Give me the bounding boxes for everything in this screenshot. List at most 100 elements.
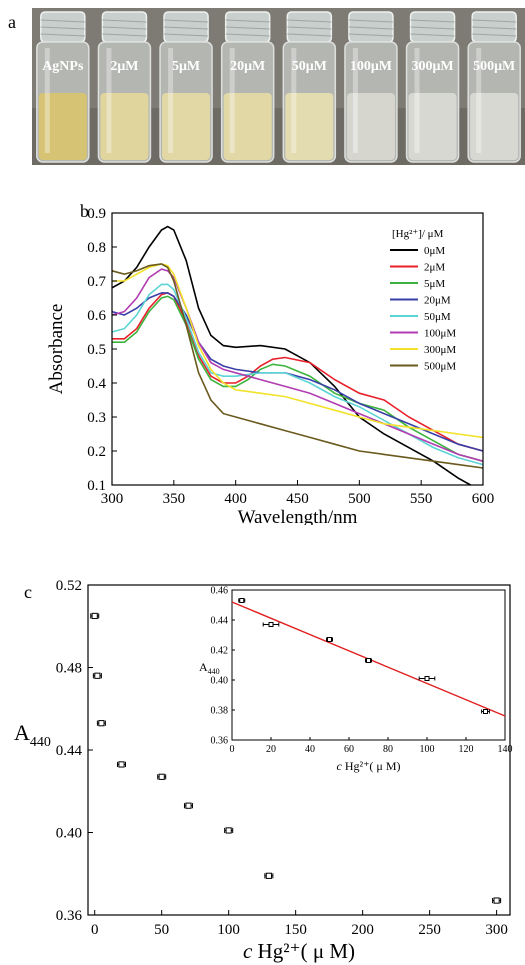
- vial: 100μM: [344, 11, 398, 163]
- vial-highlight: [476, 48, 482, 153]
- vial-liquid: [223, 93, 272, 160]
- vial-liquid: [470, 93, 519, 160]
- inset-x-tick-label: 100: [420, 744, 435, 755]
- legend-label: 300μM: [424, 344, 456, 356]
- y-axis-label: Absorbance: [46, 304, 67, 395]
- vial-highlight: [44, 48, 50, 153]
- vial-thread: [287, 26, 332, 30]
- vial-thread: [225, 33, 270, 37]
- vial-label: 5μM: [172, 59, 200, 74]
- vial-thread: [40, 26, 85, 30]
- marker: [366, 658, 371, 663]
- x-tick-label: 200: [351, 922, 374, 938]
- vial-label: AgNPs: [42, 59, 84, 74]
- absorbance-spectra-chart: b 300 350 400 450 500 550 600 0.1 0.2 0.3 0.4 0.5 0.6…: [46, 201, 494, 525]
- inset-y-tick-label: 0.40: [211, 676, 229, 687]
- legend-label: 0μM: [424, 245, 445, 257]
- x-tick-label: 350: [163, 491, 186, 507]
- vials-photo: AgNPs 2μM 5μM 20μM 50μM 100μM 300μM 500μM: [32, 8, 525, 165]
- y-tick-label: 0.1: [87, 478, 106, 494]
- x-tick-label: 400: [224, 491, 247, 507]
- vial-liquid: [346, 93, 395, 160]
- inset-data-point: [326, 637, 333, 642]
- inset-y-axis-label: A440: [199, 660, 220, 676]
- y-tick-label: 0.36: [56, 908, 83, 924]
- inset-y-tick-label: 0.38: [211, 706, 229, 717]
- inset-x-tick-label: 40: [305, 744, 315, 755]
- data-point: [264, 872, 274, 879]
- marker: [158, 773, 165, 780]
- vial-thread: [40, 19, 85, 23]
- marker: [225, 827, 232, 834]
- series-line-500μM: [111, 263, 484, 469]
- panel-label-b: b: [80, 201, 89, 221]
- vial-liquid: [38, 93, 87, 160]
- vial-highlight: [106, 48, 112, 153]
- marker: [424, 676, 430, 681]
- legend-label: 500μM: [424, 361, 456, 373]
- marker: [483, 709, 488, 714]
- inset-y-tick-label: 0.46: [211, 586, 229, 597]
- inset-x-tick-label: 140: [498, 744, 513, 755]
- vial-liquid: [408, 93, 457, 160]
- vial-thread: [102, 26, 147, 30]
- y-tick-label: 0.6: [87, 308, 106, 324]
- vial-thread: [164, 26, 209, 30]
- legend-label: 50μM: [424, 311, 451, 323]
- series-line-50μM: [111, 283, 484, 466]
- vial-thread: [348, 26, 393, 30]
- inset-data-point: [238, 598, 246, 603]
- vial-thread: [410, 33, 455, 37]
- vial-thread: [287, 19, 332, 23]
- inset-chart: 0 20 40 60 80 100 120 140 0.36 0.38 0.40 0.42 0.44 0.…: [199, 586, 513, 774]
- inset-frame: [231, 589, 506, 741]
- marker: [239, 598, 245, 603]
- vial-label: 2μM: [110, 59, 138, 74]
- marker: [327, 637, 332, 642]
- inset-x-tick-label: 80: [383, 744, 393, 755]
- marker: [493, 897, 500, 904]
- series-line-100μM: [111, 268, 484, 462]
- inset-x-tick-label: 0: [230, 744, 235, 755]
- x-tick-label: 300: [485, 922, 508, 938]
- vial-thread: [348, 33, 393, 37]
- vial-label: 20μM: [230, 59, 265, 74]
- vial-highlight: [352, 48, 358, 153]
- vial: 500μM: [467, 11, 521, 163]
- inset-x-tick-label: 20: [266, 744, 276, 755]
- data-point: [224, 827, 234, 834]
- vial: 20μM: [220, 11, 275, 163]
- vial-thread: [348, 19, 393, 23]
- legend-label: 2μM: [424, 262, 445, 274]
- vial-label: 500μM: [473, 59, 515, 74]
- data-point: [116, 761, 127, 768]
- inset-x-tick-label: 120: [459, 744, 474, 755]
- x-tick-label: 500: [348, 491, 371, 507]
- vial-thread: [164, 19, 209, 23]
- vial: 50μM: [282, 11, 337, 163]
- x-tick-label: 250: [418, 922, 441, 938]
- vial-liquid: [285, 93, 334, 160]
- a440-concentration-chart: c0 50 100 150 200 250 3000.360.400.440.480.52c…: [14, 578, 513, 963]
- y-tick-label: 0.8: [87, 240, 106, 256]
- y-tick-label: 0.5: [87, 342, 106, 358]
- marker: [94, 672, 101, 679]
- marker: [185, 802, 192, 809]
- data-point: [157, 773, 167, 780]
- vial-thread: [410, 19, 455, 23]
- vial-thread: [40, 33, 85, 37]
- marker: [98, 720, 105, 727]
- vial-thread: [472, 33, 517, 37]
- inset-x-tick-label: 60: [344, 744, 354, 755]
- marker: [91, 612, 98, 620]
- vial-thread: [410, 26, 455, 30]
- legend-label: 100μM: [424, 328, 456, 340]
- vial: 5μM: [159, 11, 213, 163]
- inset-data-point: [481, 709, 490, 714]
- inset-data-point: [262, 622, 280, 627]
- series-line-0μM: [111, 225, 471, 486]
- legend-title: [Hg²⁺]/ μM: [392, 228, 444, 240]
- vial-highlight: [229, 48, 235, 153]
- vial-thread: [225, 19, 270, 23]
- vial-highlight: [291, 48, 297, 153]
